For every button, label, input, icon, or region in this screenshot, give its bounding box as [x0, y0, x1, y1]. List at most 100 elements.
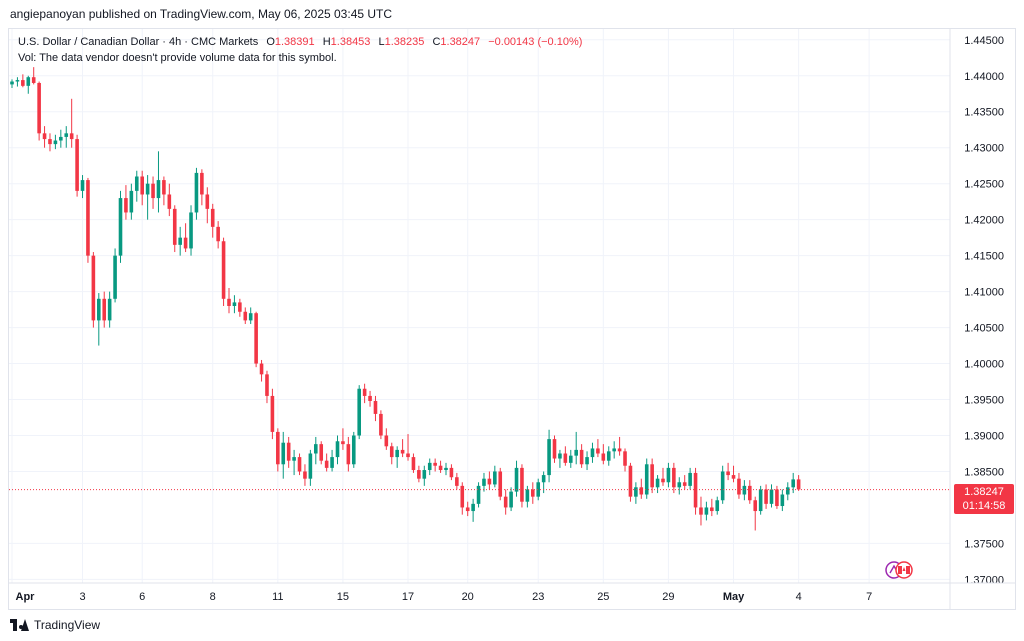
- candle-body: [389, 446, 394, 458]
- candle-body: [351, 435, 356, 465]
- candle-body: [612, 448, 616, 452]
- candle-body: [254, 313, 258, 364]
- candle-body: [80, 180, 85, 191]
- candle-body: [406, 453, 410, 458]
- candle-body: [97, 298, 101, 321]
- x-tick-label: 3: [79, 591, 85, 603]
- candle-body: [297, 457, 302, 472]
- candle-body: [53, 140, 58, 145]
- candle-body: [748, 485, 752, 501]
- candle-body: [368, 395, 372, 401]
- candle-body: [585, 457, 589, 465]
- candle-body: [693, 472, 698, 508]
- candle-body: [330, 457, 334, 468]
- chart-frame[interactable]: [8, 28, 1016, 610]
- candle-body: [314, 444, 318, 454]
- candle-body: [210, 208, 215, 227]
- candle-body: [590, 448, 595, 458]
- candle-body: [520, 467, 524, 502]
- y-tick-label: 1.41000: [964, 287, 1004, 299]
- x-tick-label: 20: [462, 591, 474, 603]
- candle-body: [21, 80, 25, 86]
- candle-body: [579, 449, 584, 465]
- candle-body: [677, 482, 682, 488]
- candle-body: [606, 451, 611, 461]
- candle-body: [704, 507, 709, 515]
- candle-body: [303, 471, 307, 479]
- publisher-text: angiepanoyan published on TradingView.co…: [10, 7, 393, 21]
- candle-body: [26, 77, 31, 86]
- bar-countdown: 01:14:58: [962, 500, 1006, 512]
- candle-body: [650, 464, 654, 488]
- symbol-title[interactable]: U.S. Dollar / Canadian Dollar · 4h · CMC…: [18, 36, 259, 48]
- candle-body: [248, 313, 253, 321]
- candle-body: [395, 449, 399, 458]
- currency-flags-icon[interactable]: [884, 561, 924, 579]
- candle-body: [433, 462, 437, 466]
- candle-body: [525, 489, 530, 502]
- high-label: H: [322, 36, 331, 48]
- candle-body: [232, 302, 237, 306]
- candle-body: [37, 82, 41, 134]
- candle-body: [183, 237, 188, 249]
- candle-body: [558, 453, 562, 459]
- candle-body: [720, 471, 725, 501]
- candle-body: [531, 489, 535, 497]
- candle-body: [715, 500, 720, 512]
- candle-body: [644, 464, 649, 495]
- candle-body: [91, 255, 96, 321]
- candle-body: [427, 462, 432, 471]
- y-tick-label: 1.39000: [964, 431, 1004, 443]
- x-tick-label: Apr: [16, 591, 36, 603]
- candle-body: [639, 487, 644, 495]
- candle-body: [731, 475, 736, 479]
- candle-body: [514, 467, 519, 492]
- candle-body: [292, 457, 296, 461]
- x-tick-label: 4: [796, 591, 802, 603]
- x-tick-label: 17: [402, 591, 414, 603]
- candle-body: [460, 485, 465, 508]
- candle-body: [140, 176, 144, 195]
- candle-body: [335, 441, 340, 458]
- candle-body: [791, 479, 795, 488]
- candle-body: [86, 180, 90, 256]
- candle-body: [324, 460, 329, 468]
- candle-body: [601, 453, 606, 461]
- candle-body: [319, 444, 324, 461]
- candle-body: [118, 198, 123, 256]
- candle-body: [156, 180, 161, 199]
- candle-body: [259, 363, 264, 375]
- candle-body: [151, 183, 155, 199]
- candle-body: [661, 478, 665, 483]
- symbol-legend: U.S. Dollar / Canadian Dollar · 4h · CMC…: [18, 34, 582, 66]
- candle-body: [134, 176, 139, 191]
- x-tick-label: 6: [139, 591, 145, 603]
- candle-body: [541, 475, 546, 483]
- x-tick-label: May: [723, 591, 745, 603]
- candle-body: [563, 453, 568, 463]
- y-tick-label: 1.39500: [964, 395, 1004, 407]
- x-tick-label: 15: [337, 591, 349, 603]
- candle-body: [471, 503, 475, 512]
- candle-body: [568, 455, 573, 463]
- y-tick-label: 1.38500: [964, 466, 1004, 478]
- candle-body: [194, 172, 199, 213]
- candle-body: [449, 467, 454, 478]
- candle-body: [308, 453, 313, 479]
- footer-brand[interactable]: TradingView: [34, 618, 101, 632]
- y-tick-label: 1.40500: [964, 323, 1004, 335]
- y-tick-label: 1.37500: [964, 538, 1004, 550]
- candle-body: [69, 133, 74, 140]
- tradingview-logo-icon: [10, 619, 29, 631]
- y-tick-label: 1.42000: [964, 215, 1004, 227]
- candle-body: [48, 139, 52, 145]
- x-tick-label: 11: [272, 591, 283, 603]
- candle-body: [178, 237, 182, 245]
- candle-body: [346, 444, 351, 465]
- candle-body: [634, 487, 638, 497]
- close-value: 1.38247: [440, 36, 481, 48]
- candle-body: [742, 485, 747, 495]
- candle-body: [710, 507, 714, 512]
- volume-note: Vol: The data vendor doesn't provide vol…: [18, 52, 337, 64]
